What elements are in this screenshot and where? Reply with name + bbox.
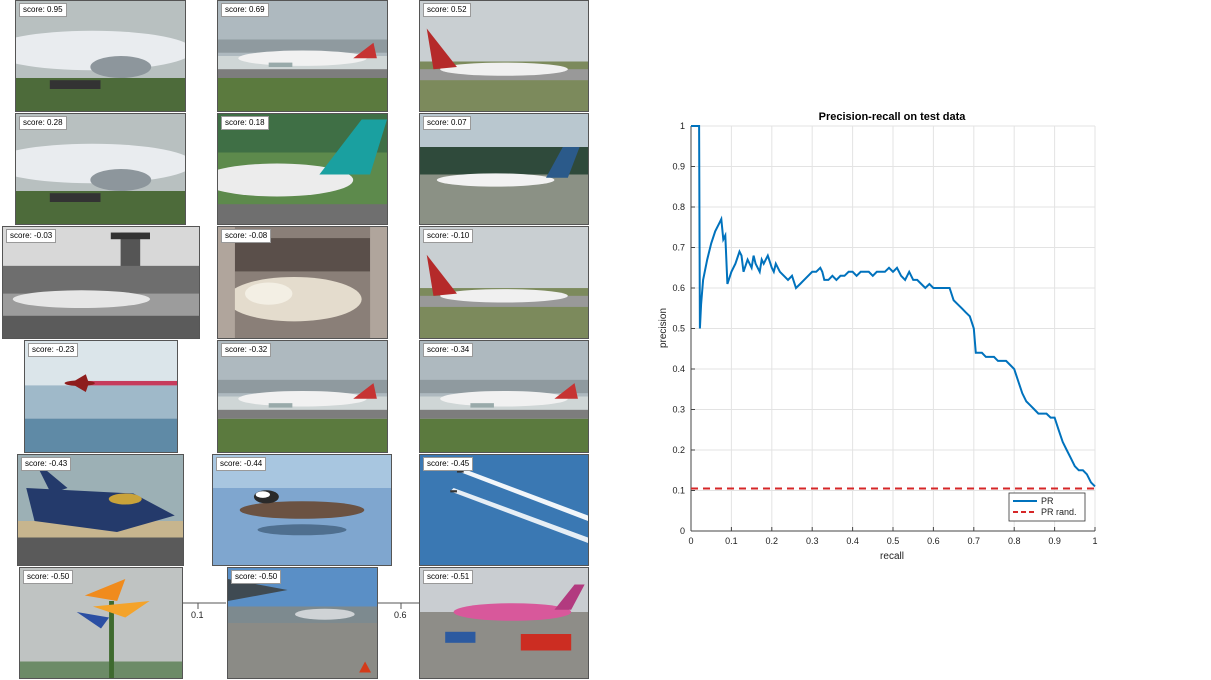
x-tick-label: 1 [1092,536,1097,546]
score-label: score: -0.44 [216,457,267,471]
x-tick-label: 0.9 [1048,536,1061,546]
score-label: score: 0.95 [19,3,67,17]
image-tile: score: 0.28 [15,113,186,225]
tile-photo [228,568,377,678]
tile-photo [18,455,183,565]
image-tile: score: -0.32 [217,340,388,453]
image-tile: score: 0.52 [419,0,589,112]
score-label: score: 0.69 [221,3,269,17]
y-tick-label: 0.8 [672,202,685,212]
chart-ticks: 0 0.1 0.2 0.3 0.4 0.5 0.6 0.7 0.8 0.9 1 0 0.1 0.2 0.3 0… [672,121,1097,546]
image-tile: score: -0.45 [419,454,589,566]
image-tile: score: -0.03 [2,226,200,339]
y-tick-label: 0.9 [672,162,685,172]
image-tile: score: 0.18 [217,113,388,225]
tile-photo [16,114,185,224]
tile-photo [218,114,387,224]
image-tile: score: -0.44 [212,454,392,566]
score-label: score: -0.45 [423,457,474,471]
image-tile: score: -0.23 [24,340,178,453]
image-tile: score: -0.10 [419,226,589,339]
y-tick-label: 0.6 [672,283,685,293]
image-tile: score: -0.50 [19,567,183,679]
tile-photo [16,1,185,111]
tile-photo [20,568,182,678]
score-label: score: -0.51 [423,570,474,584]
image-tile: score: -0.43 [17,454,184,566]
tile-photo [213,455,391,565]
score-label: score: -0.23 [28,343,79,357]
score-label: score: -0.43 [21,457,72,471]
x-tick-label: 0.3 [806,536,819,546]
series-line-pr [691,125,1096,488]
legend-entry: PR [1041,496,1054,506]
x-tick-label: 0.2 [766,536,779,546]
precision-recall-chart: Precision-recall on test data recall pre… [658,111,1098,562]
chart-series [691,125,1096,490]
fragment-tick-label: 0.6 [394,610,407,620]
x-tick-label: 0.5 [887,536,900,546]
x-tick-label: 0.6 [927,536,940,546]
y-tick-label: 0.4 [672,364,685,374]
score-label: score: -0.08 [221,229,272,243]
score-label: score: -0.32 [221,343,272,357]
y-tick-label: 0 [680,526,685,536]
tile-photo [218,341,387,452]
tile-photo [3,227,199,338]
image-tile: score: 0.07 [419,113,589,225]
image-tile: score: -0.08 [217,226,388,339]
x-axis-label: recall [880,551,904,562]
tile-photo [218,227,387,338]
fragment-axis [182,602,420,609]
legend-entry: PR rand. [1041,507,1077,517]
score-label: score: 0.07 [423,116,471,130]
chart-grid [690,125,1096,532]
x-tick-label: 0.1 [725,536,738,546]
x-tick-label: 0.7 [968,536,981,546]
tile-photo [25,341,177,452]
y-tick-label: 0.3 [672,405,685,415]
y-tick-label: 0.7 [672,243,685,253]
y-tick-label: 0.1 [672,486,685,496]
score-label: score: 0.52 [423,3,471,17]
image-tile: score: 0.95 [15,0,186,112]
tile-photo [420,455,588,565]
image-tile: score: -0.50 [227,567,378,679]
score-label: score: 0.18 [221,116,269,130]
legend-box [1008,492,1086,522]
score-label: score: -0.50 [23,570,74,584]
score-label: score: -0.03 [6,229,57,243]
image-tile: score: -0.34 [419,340,589,453]
x-tick-label: 0.8 [1008,536,1021,546]
chart-title: Precision-recall on test data [819,111,967,123]
score-label: score: -0.50 [231,570,282,584]
tile-photo [420,227,588,338]
tile-photo [420,568,588,678]
tile-photo [420,1,588,111]
fragment-tick-label: 0.1 [191,610,204,620]
x-tick-label: 0 [688,536,693,546]
score-label: score: -0.10 [423,229,474,243]
tile-photo [420,114,588,224]
y-tick-label: 0.5 [672,324,685,334]
score-label: score: 0.28 [19,116,67,130]
x-tick-label: 0.4 [846,536,859,546]
y-tick-label: 1 [680,121,685,131]
image-tile: score: 0.69 [217,0,388,112]
tile-photo [420,341,588,452]
y-tick-label: 0.2 [672,445,685,455]
image-tile: score: -0.51 [419,567,589,679]
score-label: score: -0.34 [423,343,474,357]
y-axis-label: precision [658,308,669,348]
tile-photo [218,1,387,111]
